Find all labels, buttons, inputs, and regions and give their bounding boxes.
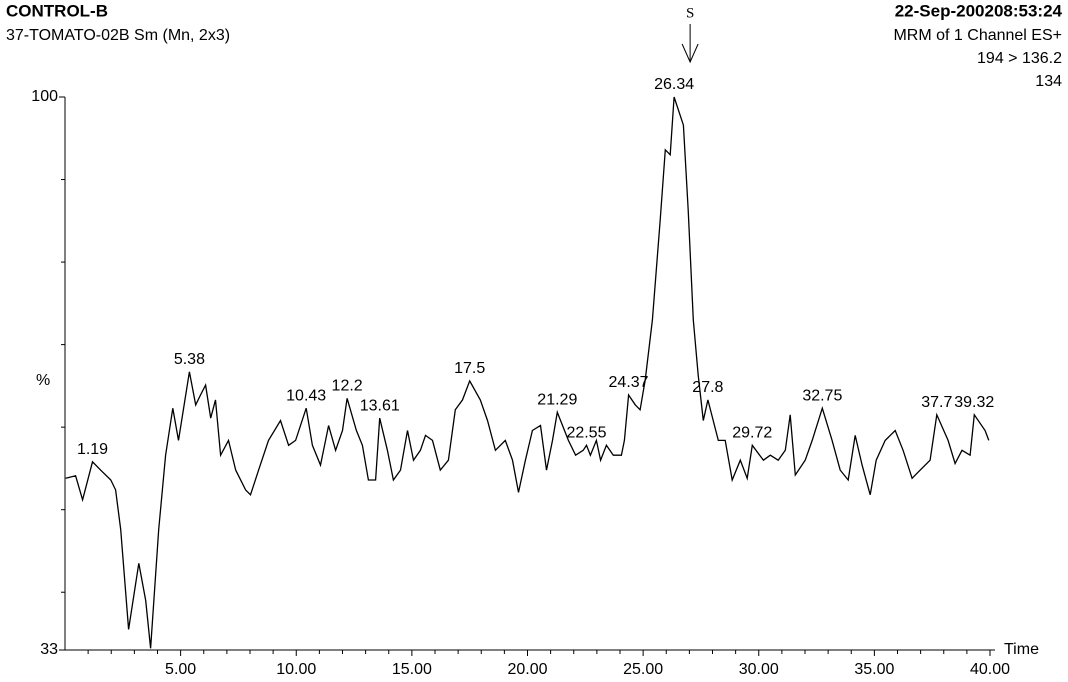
x-tick-label: 15.00 [392, 661, 432, 678]
peak-label: 22.55 [566, 425, 606, 442]
x-tick-label: 35.00 [854, 661, 894, 678]
peak-label: 17.5 [454, 360, 485, 377]
x-tick-label: 40.00 [970, 661, 1010, 678]
peak-label: 32.75 [802, 387, 842, 404]
info-text: 134 [1035, 73, 1062, 90]
chart-subtitle: 37-TOMATO-02B Sm (Mn, 2x3) [6, 27, 230, 44]
peak-label: 10.43 [286, 387, 326, 404]
trace [65, 96, 990, 649]
x-tick-label: 20.00 [507, 661, 547, 678]
peak-label: 26.34 [654, 76, 694, 93]
x-tick-label: 25.00 [623, 661, 663, 678]
timestamp: 22-Sep-200208:53:24 [895, 1, 1063, 20]
peak-label: 1.19 [77, 441, 108, 458]
chart-title: CONTROL-B [6, 1, 108, 20]
peak-label: 13.61 [360, 397, 400, 414]
peak-label: 29.72 [732, 425, 772, 442]
x-tick-label: 30.00 [739, 661, 779, 678]
peak-label: 39.32 [954, 394, 994, 411]
peak-label: 12.2 [332, 377, 363, 394]
x-tick-label: 5.00 [165, 661, 196, 678]
peak-label: 5.38 [174, 351, 205, 368]
y-tick-label: 33 [40, 641, 58, 658]
peak-label: 37.7 [921, 394, 952, 411]
peak-label: 24.37 [609, 374, 649, 391]
info-text: MRM of 1 Channel ES+ [893, 27, 1062, 44]
annotation-arrowhead [681, 43, 699, 64]
y-tick-label: 100 [31, 88, 58, 105]
x-tick-label: 10.00 [276, 661, 316, 678]
annotation-text: S [686, 5, 694, 21]
x-axis-label: Time [1004, 641, 1039, 658]
y-axis-label: % [36, 372, 50, 389]
peak-label: 21.29 [537, 392, 577, 409]
peak-label: 27.8 [692, 379, 723, 396]
info-text: 194 > 136.2 [977, 50, 1062, 67]
